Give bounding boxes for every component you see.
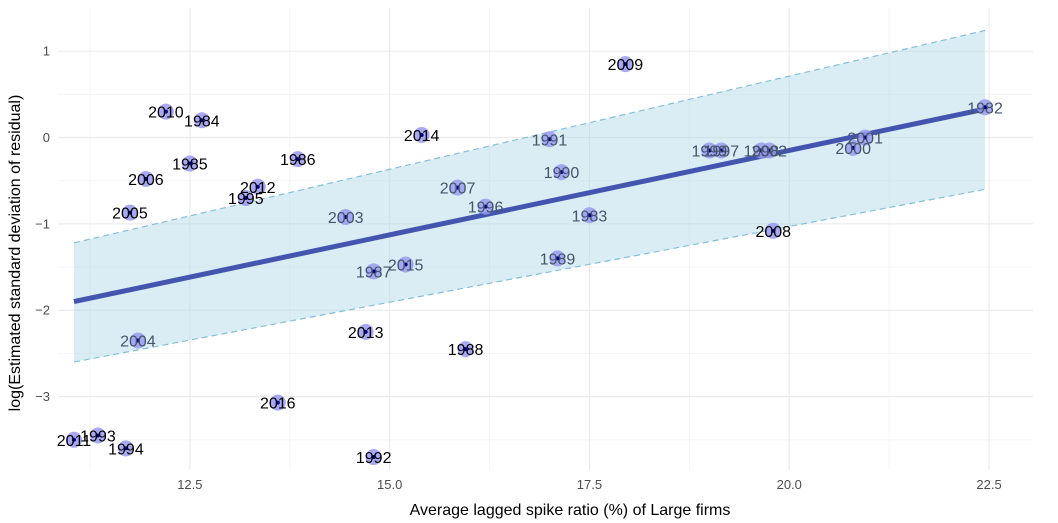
scatter-point-center: [707, 148, 712, 153]
fit-line: [73, 106, 986, 305]
scatter-point-center: [559, 170, 564, 175]
points-layer: [65, 56, 994, 466]
scatter-point-center: [275, 400, 280, 405]
point-label: 2012: [240, 180, 276, 197]
y-tick-label: −2: [35, 303, 50, 318]
point-label: 1990: [544, 165, 580, 182]
scatter-point-center: [123, 446, 128, 451]
point-label: 1992: [356, 450, 392, 467]
y-tick-label: −3: [35, 389, 50, 404]
scatter-point-center: [587, 213, 592, 218]
scatter-point-center: [555, 256, 560, 261]
scatter-point-center: [771, 228, 776, 233]
scatter-point-center: [863, 135, 868, 140]
scatter-point-center: [343, 214, 348, 219]
scatter-point-center: [163, 109, 168, 114]
scatter-point-center: [371, 269, 376, 274]
point-label: 1984: [184, 113, 220, 130]
scatter-point-center: [255, 184, 260, 189]
point-label: 2003: [328, 210, 364, 227]
x-tick-label: 22.5: [976, 477, 1001, 492]
scatter-point-center: [363, 329, 368, 334]
point-label: 2014: [404, 128, 440, 145]
y-axis-title: log(Estimated standard deviation of resi…: [7, 95, 24, 412]
scatter-point-center: [403, 262, 408, 267]
x-tick-labels: 12.5 15.0 17.5 20.0 22.5: [177, 477, 1001, 492]
point-label: 1986: [280, 152, 316, 169]
scatter-point-center: [623, 62, 628, 67]
scatter-point-center: [187, 161, 192, 166]
point-label: 1993: [80, 428, 116, 445]
point-label: 2004: [120, 333, 156, 350]
point-label: 2007: [440, 181, 476, 198]
point-label: 2010: [148, 105, 184, 122]
scatter-point-center: [463, 347, 468, 352]
point-label: 2000: [835, 141, 871, 158]
point-label: 2009: [608, 57, 644, 74]
point-label: 1988: [448, 342, 484, 359]
scatter-point-center: [455, 185, 460, 190]
band-lower-edge: [73, 188, 986, 363]
point-label: 2011: [57, 433, 92, 450]
scatter-point-center: [983, 105, 988, 110]
point-label: 2013: [348, 325, 384, 342]
x-axis-title: Average lagged spike ratio (%) of Large …: [410, 502, 731, 519]
y-tick-label: −1: [35, 216, 50, 231]
band-upper-edge: [73, 29, 986, 244]
point-label: 1998: [743, 143, 779, 160]
scatter-point-center: [199, 118, 204, 123]
scatter-point-center: [71, 437, 76, 442]
point-label: 2015: [388, 257, 424, 274]
scatter-point-center: [127, 210, 132, 215]
point-label: 2008: [755, 224, 791, 241]
fit-line-layer: [73, 106, 986, 305]
point-label: 1987: [356, 264, 392, 281]
confidence-band-area: [73, 30, 986, 363]
point-label: 2005: [112, 206, 148, 223]
scatter-point-center: [371, 455, 376, 460]
point-label: 1983: [572, 208, 608, 225]
point-label: 1982: [967, 100, 1003, 117]
point-label: 1999: [692, 143, 728, 160]
confidence-band: [73, 29, 986, 363]
scatter-point-center: [295, 157, 300, 162]
point-label: 1996: [468, 200, 504, 217]
x-tick-label: 12.5: [177, 477, 202, 492]
scatter-point-center: [243, 195, 248, 200]
scatter-point-center: [767, 148, 772, 153]
point-label: 2006: [128, 172, 164, 189]
x-tick-label: 20.0: [777, 477, 802, 492]
point-label: 1997: [704, 143, 740, 160]
point-label: 2016: [260, 396, 296, 413]
point-label: 1985: [172, 156, 208, 173]
scatter-point-center: [483, 204, 488, 209]
scatter-point-center: [547, 137, 552, 142]
x-tick-label: 17.5: [577, 477, 602, 492]
scatter-point-center: [135, 338, 140, 343]
point-label: 2002: [751, 143, 787, 160]
point-label: 1991: [532, 132, 568, 149]
point-label: 1994: [108, 441, 144, 458]
scatter-point-center: [719, 148, 724, 153]
major-grid: [58, 8, 1033, 470]
point-label: 1989: [540, 251, 576, 268]
minor-grid: [58, 8, 1033, 470]
scatter-point-center: [419, 132, 424, 137]
x-tick-label: 15.0: [377, 477, 402, 492]
y-tick-label: 1: [43, 44, 50, 59]
y-tick-label: 0: [43, 130, 50, 145]
scatter-point-center: [851, 145, 856, 150]
scatter-point-center: [95, 433, 100, 438]
point-label: 2001: [847, 131, 883, 148]
point-labels-layer: 1982 1983 1984 1985 1986 1987 1988 1989 1990 1991…: [57, 57, 1003, 467]
y-tick-labels: −3 −2 −1 0 1: [35, 44, 50, 404]
scatter-point-center: [143, 176, 148, 181]
point-label: 1995: [228, 191, 264, 208]
